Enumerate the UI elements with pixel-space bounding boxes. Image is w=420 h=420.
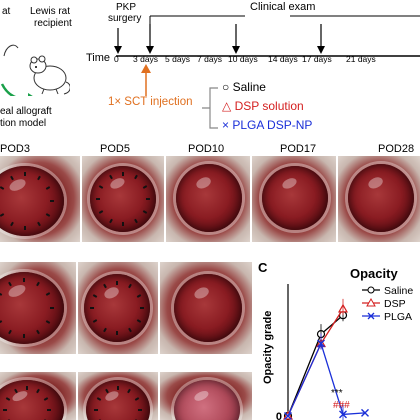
timepoint-17: 17 days [302, 54, 332, 64]
eye-photo-pod10 [166, 156, 250, 242]
pod17-label: POD17 [280, 143, 317, 155]
suture-mark [96, 198, 100, 200]
timepoint-3: 3 days [133, 54, 159, 64]
eye-photo-row3-3 [160, 372, 252, 420]
chart-legend-marker-2 [367, 312, 375, 320]
suture-mark [50, 307, 54, 309]
circle-icon: ○ [222, 80, 230, 94]
legend-bracket [202, 87, 218, 129]
timepoint-21: 21 days [346, 54, 376, 64]
clinical-exam-label: Clinical exam [250, 1, 316, 13]
eye-photo-row2-1 [0, 262, 76, 354]
eye-photo-row3-1 [0, 372, 76, 420]
suture-mark [50, 200, 54, 202]
significance-hashes: ### [333, 400, 350, 411]
chart-title: Opacity [350, 266, 398, 281]
legend-saline: ○ Saline [222, 80, 266, 94]
recipient-label-line2: recipient [34, 18, 72, 29]
cross-icon: × [222, 118, 230, 132]
y-tick-label-0: 0 [276, 411, 282, 420]
eye-photo-row3-2 [78, 372, 158, 420]
series-line-plga [287, 341, 366, 417]
suture-mark [140, 307, 144, 309]
pod5-label: POD5 [100, 143, 130, 155]
model-label-line2: tion model [0, 118, 47, 129]
panel-c-letter: C [258, 260, 268, 275]
suture-mark [23, 334, 25, 338]
chart-legend-marker-1 [366, 297, 376, 307]
timepoint-5: 5 days [165, 54, 191, 64]
suture-mark [24, 226, 26, 230]
eye-photo-row2-2 [78, 262, 158, 354]
suture-mark [94, 409, 98, 411]
suture-mark [122, 172, 124, 176]
legend-plga: × PLGA DSP-NP [222, 118, 312, 132]
legend-dsp-label: DSP solution [234, 99, 304, 113]
legend-plga-label: PLGA DSP-NP [232, 118, 313, 132]
suture-mark [122, 222, 124, 226]
suture-mark [117, 386, 119, 390]
triangle-icon: △ [222, 99, 232, 113]
data-point-plga-3 [361, 408, 369, 417]
suture-mark [26, 386, 28, 390]
eye-photo-row2-3 [160, 262, 252, 354]
chart-legend-label-2: PLGA [384, 311, 412, 323]
rat-icon [0, 44, 70, 96]
recipient-label-line1: Lewis rat [30, 6, 71, 17]
legend-dsp: △ DSP solution [222, 99, 304, 113]
donor-rat-label: at [2, 6, 11, 17]
timepoint-0: 0 [114, 54, 119, 64]
suture-mark [90, 307, 94, 309]
timepoint-14: 14 days [268, 54, 298, 64]
suture-mark [138, 409, 142, 411]
pkp-label-line2: surgery [108, 13, 142, 24]
suture-mark [47, 409, 51, 411]
suture-mark [3, 409, 7, 411]
pod3-label: POD3 [0, 143, 30, 155]
time-label: Time [86, 52, 111, 64]
pod10-label: POD10 [188, 143, 225, 155]
injection-label: 1× SCT injection [108, 96, 193, 108]
significance-stars: *** [331, 388, 343, 399]
suture-mark [24, 172, 26, 176]
data-point-plga-0 [284, 412, 292, 420]
legend-saline-label: Saline [232, 80, 266, 94]
eye-photo-pod17 [252, 156, 336, 242]
chart-legend-label-0: Saline [384, 285, 413, 297]
suture-mark [116, 281, 118, 285]
timepoint-10: 10 days [228, 54, 258, 64]
injection-arrow-icon [141, 64, 151, 96]
suture-mark [146, 198, 150, 200]
model-label-line1: eal allograft [0, 106, 52, 117]
pod28-label: POD28 [378, 143, 415, 155]
timeline-diagram [114, 15, 420, 57]
pkp-label-line1: PKP [116, 2, 137, 13]
suture-mark [116, 331, 118, 335]
chart-legend-marker-0 [367, 286, 375, 294]
eye-photo-pod3 [0, 156, 80, 242]
eye-photo-pod28 [338, 156, 420, 242]
chart-legend-label-1: DSP [384, 298, 406, 310]
eye-photo-pod5 [82, 156, 164, 242]
suture-mark [23, 278, 25, 282]
timepoint-7: 7 days [197, 54, 223, 64]
